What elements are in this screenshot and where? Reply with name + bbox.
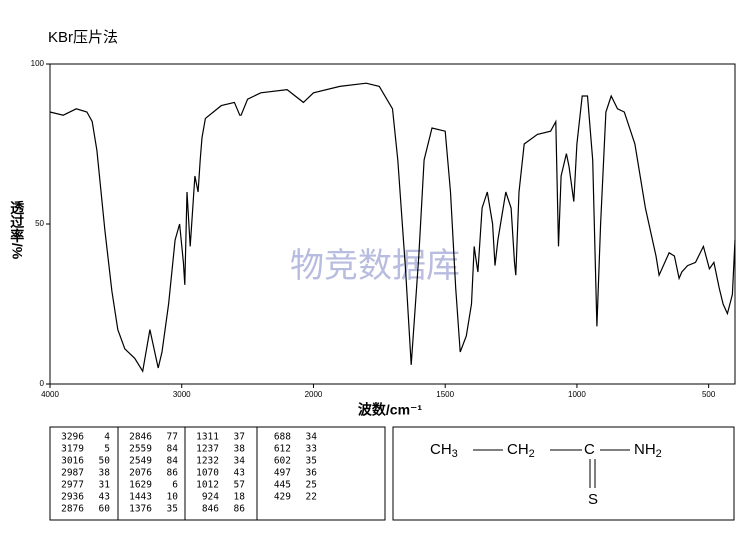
y-axis-label: 透过率/% bbox=[9, 201, 25, 260]
group-atoms: CH bbox=[507, 441, 529, 458]
peak-wavenumber: 2846 bbox=[129, 432, 152, 443]
y-tick-label: 0 bbox=[40, 379, 45, 388]
peak-wavenumber: 1070 bbox=[196, 468, 219, 479]
peak-wavenumber: 2559 bbox=[129, 444, 152, 455]
group-label: C bbox=[584, 441, 595, 458]
peak-transmittance: 4 bbox=[104, 432, 110, 443]
group-atoms: NH bbox=[634, 441, 656, 458]
x-tick-label: 4000 bbox=[41, 390, 59, 399]
peak-transmittance: 50 bbox=[99, 456, 111, 467]
y-tick-label: 100 bbox=[31, 59, 45, 68]
peak-wavenumber: 1629 bbox=[129, 480, 152, 491]
peak-transmittance: 86 bbox=[167, 468, 179, 479]
x-tick-label: 500 bbox=[702, 390, 716, 399]
peak-transmittance: 25 bbox=[306, 480, 317, 491]
peak-wavenumber: 445 bbox=[274, 480, 291, 491]
peak-transmittance: 86 bbox=[234, 504, 246, 515]
peak-table-frame bbox=[49, 426, 386, 521]
group-subscript: 2 bbox=[656, 448, 662, 460]
group-label: CH3 bbox=[430, 441, 458, 460]
x-axis-label: 波数/cm⁻¹ bbox=[358, 402, 423, 418]
peak-transmittance: 35 bbox=[167, 504, 178, 515]
peak-transmittance: 35 bbox=[306, 456, 317, 467]
peak-wavenumber: 1376 bbox=[129, 504, 152, 515]
peak-wavenumber: 2936 bbox=[61, 492, 84, 503]
peak-transmittance: 18 bbox=[234, 492, 246, 503]
group-atoms: CH bbox=[430, 441, 452, 458]
group-label: NH2 bbox=[634, 441, 662, 460]
peak-wavenumber: 846 bbox=[202, 504, 219, 515]
group-subscript: 2 bbox=[529, 448, 535, 460]
peak-transmittance: 36 bbox=[306, 468, 318, 479]
peak-transmittance: 57 bbox=[234, 480, 245, 491]
peak-transmittance: 34 bbox=[306, 432, 318, 443]
peak-transmittance: 43 bbox=[99, 492, 110, 503]
y-tick-label: 50 bbox=[35, 219, 44, 228]
peak-transmittance: 33 bbox=[306, 444, 317, 455]
group-subscript: 3 bbox=[452, 448, 458, 460]
chart-title: KBr压片法 bbox=[48, 29, 118, 46]
peak-transmittance: 22 bbox=[306, 492, 317, 503]
atom-label: S bbox=[588, 491, 598, 508]
spectrum-line bbox=[49, 82, 736, 373]
peak-wavenumber: 2987 bbox=[61, 468, 84, 479]
peak-wavenumber: 1311 bbox=[196, 432, 219, 443]
peak-transmittance: 5 bbox=[104, 444, 110, 455]
peak-wavenumber: 924 bbox=[202, 492, 219, 503]
structure-frame bbox=[392, 426, 735, 521]
x-tick-label: 3000 bbox=[173, 390, 191, 399]
x-tick-label: 1000 bbox=[568, 390, 586, 399]
peak-wavenumber: 688 bbox=[274, 432, 291, 443]
peak-wavenumber: 2076 bbox=[129, 468, 152, 479]
peak-wavenumber: 429 bbox=[274, 492, 291, 503]
peak-transmittance: 84 bbox=[167, 444, 179, 455]
peak-transmittance: 38 bbox=[234, 444, 246, 455]
peak-transmittance: 34 bbox=[234, 456, 246, 467]
peak-transmittance: 77 bbox=[167, 432, 178, 443]
peak-wavenumber: 2977 bbox=[61, 480, 84, 491]
x-tick-label: 2000 bbox=[305, 390, 323, 399]
peak-wavenumber: 497 bbox=[274, 468, 291, 479]
peak-wavenumber: 3296 bbox=[61, 432, 84, 443]
peak-wavenumber: 1443 bbox=[129, 492, 152, 503]
watermark: 物竞数据库 bbox=[290, 247, 460, 285]
x-tick-label: 1500 bbox=[436, 390, 454, 399]
group-atoms: C bbox=[584, 441, 595, 458]
group-label: CH2 bbox=[507, 441, 535, 460]
peak-wavenumber: 1237 bbox=[196, 444, 219, 455]
peak-transmittance: 31 bbox=[99, 480, 111, 491]
peak-transmittance: 43 bbox=[234, 468, 245, 479]
peak-wavenumber: 612 bbox=[274, 444, 291, 455]
peak-transmittance: 6 bbox=[172, 480, 178, 491]
peak-transmittance: 10 bbox=[167, 492, 179, 503]
peak-wavenumber: 1012 bbox=[196, 480, 219, 491]
peak-wavenumber: 602 bbox=[274, 456, 291, 467]
peak-transmittance: 60 bbox=[99, 504, 111, 515]
peak-transmittance: 38 bbox=[99, 468, 111, 479]
peak-wavenumber: 3016 bbox=[61, 456, 84, 467]
peak-wavenumber: 3179 bbox=[61, 444, 84, 455]
peak-wavenumber: 2549 bbox=[129, 456, 152, 467]
peak-transmittance: 84 bbox=[167, 456, 179, 467]
peak-wavenumber: 2876 bbox=[61, 504, 84, 515]
peak-wavenumber: 1232 bbox=[196, 456, 219, 467]
peak-transmittance: 37 bbox=[234, 432, 245, 443]
